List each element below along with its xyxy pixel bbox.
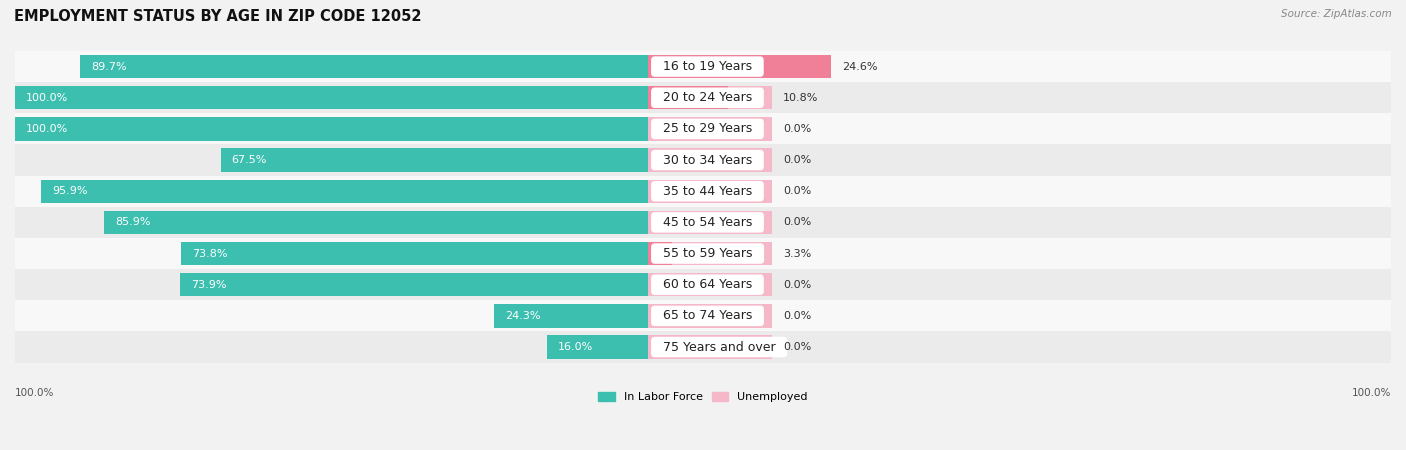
Bar	[180, 273, 648, 297]
Bar	[648, 211, 772, 234]
Bar	[15, 300, 1391, 332]
Bar	[648, 86, 772, 109]
Bar	[15, 86, 648, 109]
Text: 0.0%: 0.0%	[783, 342, 811, 352]
Bar	[80, 55, 648, 78]
Bar	[494, 304, 648, 328]
Text: 100.0%: 100.0%	[15, 387, 55, 397]
Bar	[648, 242, 672, 265]
Bar	[648, 180, 772, 203]
Text: 89.7%: 89.7%	[91, 62, 127, 72]
Text: 100.0%: 100.0%	[25, 124, 69, 134]
Bar	[15, 332, 1391, 363]
Text: EMPLOYMENT STATUS BY AGE IN ZIP CODE 12052: EMPLOYMENT STATUS BY AGE IN ZIP CODE 120…	[14, 9, 422, 24]
Text: 0.0%: 0.0%	[783, 155, 811, 165]
Text: 0.0%: 0.0%	[783, 186, 811, 196]
Text: 10.8%: 10.8%	[783, 93, 818, 103]
Text: 100.0%: 100.0%	[1351, 387, 1391, 397]
Bar	[547, 335, 648, 359]
Text: 3.3%: 3.3%	[783, 248, 811, 259]
Bar	[648, 242, 772, 265]
Text: 45 to 54 Years: 45 to 54 Years	[655, 216, 761, 229]
Bar	[15, 144, 1391, 176]
Text: 60 to 64 Years: 60 to 64 Years	[655, 278, 761, 291]
Bar	[181, 242, 648, 265]
Text: 95.9%: 95.9%	[52, 186, 87, 196]
Bar	[15, 117, 648, 140]
Bar	[648, 117, 772, 140]
Text: 0.0%: 0.0%	[783, 280, 811, 290]
Bar	[15, 238, 1391, 269]
Text: Source: ZipAtlas.com: Source: ZipAtlas.com	[1281, 9, 1392, 19]
Text: 73.9%: 73.9%	[191, 280, 226, 290]
Text: 0.0%: 0.0%	[783, 217, 811, 227]
Bar	[104, 211, 648, 234]
Bar	[15, 207, 1391, 238]
Bar	[15, 269, 1391, 300]
Text: 0.0%: 0.0%	[783, 311, 811, 321]
Bar	[648, 86, 728, 109]
Text: 73.8%: 73.8%	[191, 248, 228, 259]
Text: 24.3%: 24.3%	[505, 311, 541, 321]
Text: 20 to 24 Years: 20 to 24 Years	[655, 91, 761, 104]
Text: 75 Years and over: 75 Years and over	[655, 341, 783, 354]
Bar	[648, 273, 772, 297]
Bar	[648, 148, 772, 172]
Bar	[648, 304, 772, 328]
Text: 100.0%: 100.0%	[25, 93, 69, 103]
Text: 16 to 19 Years: 16 to 19 Years	[655, 60, 761, 73]
Text: 30 to 34 Years: 30 to 34 Years	[655, 153, 761, 166]
Bar	[648, 55, 831, 78]
Text: 67.5%: 67.5%	[232, 155, 267, 165]
Bar	[41, 180, 648, 203]
Text: 25 to 29 Years: 25 to 29 Years	[655, 122, 761, 135]
Bar	[648, 55, 831, 78]
Bar	[221, 148, 648, 172]
Bar	[15, 176, 1391, 207]
Text: 55 to 59 Years: 55 to 59 Years	[655, 247, 761, 260]
Bar	[15, 82, 1391, 113]
Bar	[648, 335, 772, 359]
Bar	[15, 113, 1391, 144]
Text: 0.0%: 0.0%	[783, 124, 811, 134]
Text: 24.6%: 24.6%	[842, 62, 877, 72]
Legend: In Labor Force, Unemployed: In Labor Force, Unemployed	[593, 387, 813, 407]
Bar	[15, 51, 1391, 82]
Text: 65 to 74 Years: 65 to 74 Years	[655, 309, 761, 322]
Text: 16.0%: 16.0%	[558, 342, 593, 352]
Text: 85.9%: 85.9%	[115, 217, 150, 227]
Text: 35 to 44 Years: 35 to 44 Years	[655, 185, 761, 198]
